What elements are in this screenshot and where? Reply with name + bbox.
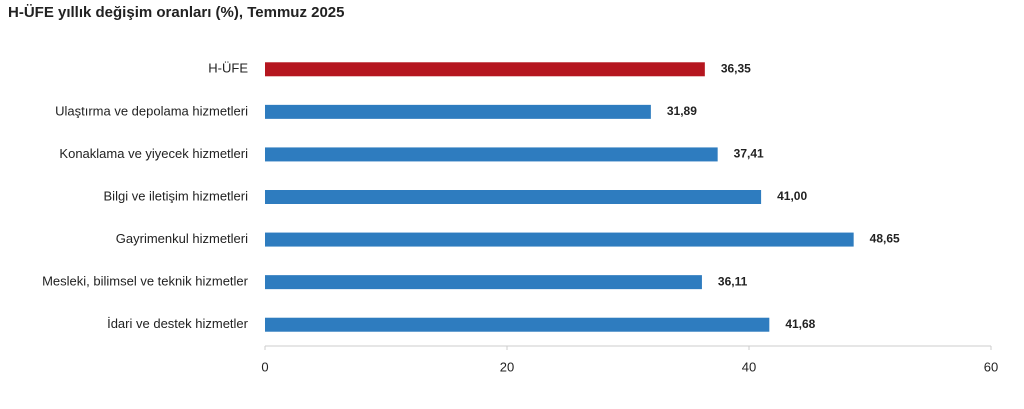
bar [265,104,651,119]
bar [265,232,854,247]
value-label: 31,89 [667,104,697,118]
y-tick-label: Konaklama ve yiyecek hizmetleri [59,146,248,161]
value-label: 48,65 [870,232,900,246]
value-label: 37,41 [734,147,764,161]
y-tick-label: Bilgi ve iletişim hizmetleri [104,188,249,203]
value-label: 41,00 [777,189,807,203]
value-label: 41,68 [785,317,815,331]
bar [265,317,770,332]
bar [265,147,718,162]
y-tick-label: H-ÜFE [208,61,248,76]
y-tick-label: Mesleki, bilimsel ve teknik hizmetler [42,274,249,289]
y-tick-label: İdari ve destek hizmetler [107,316,249,331]
y-tick-label: Gayrimenkul hizmetleri [116,231,248,246]
value-label: 36,35 [721,61,751,75]
bar [265,190,762,204]
x-tick-label: 0 [261,359,268,374]
y-tick-label: Ulaştırma ve depolama hizmetleri [55,103,248,118]
chart-title: H-ÜFE yıllık değişim oranları (%), Temmu… [8,4,344,21]
x-tick-label: 40 [742,359,756,374]
value-label: 36,11 [718,274,748,288]
x-tick-label: 20 [500,359,514,374]
bar [265,62,705,77]
x-tick-label: 60 [984,359,998,374]
bar [265,275,702,290]
